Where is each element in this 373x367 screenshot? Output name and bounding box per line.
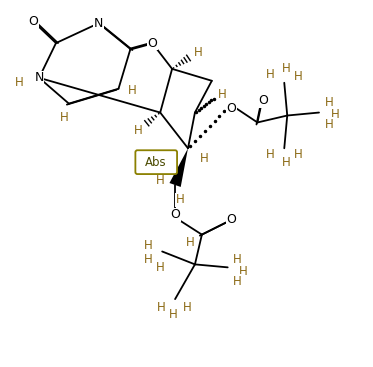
Text: H: H [156,174,164,186]
Text: H: H [194,47,202,59]
Text: N: N [34,71,44,84]
Text: H: H [233,275,242,288]
Text: H: H [218,88,227,101]
Text: H: H [239,265,248,278]
Text: O: O [227,102,236,115]
Text: H: H [60,111,68,124]
Text: H: H [330,108,339,121]
Text: O: O [147,37,157,50]
Text: H: H [294,70,303,83]
Text: H: H [144,239,153,252]
Text: H: H [176,193,184,206]
Text: O: O [170,208,180,221]
Text: H: H [325,96,333,109]
Text: H: H [157,301,166,313]
Text: H: H [128,84,137,97]
Text: H: H [15,76,23,89]
Text: H: H [282,156,291,169]
Text: H: H [200,152,208,165]
Text: H: H [144,253,153,266]
Text: H: H [266,148,275,161]
Text: H: H [325,118,333,131]
Text: Abs: Abs [144,156,166,169]
Text: H: H [169,309,178,321]
Text: N: N [94,17,103,30]
Polygon shape [169,148,188,187]
Text: H: H [266,68,275,81]
Text: O: O [258,94,268,107]
Text: O: O [28,15,38,28]
Text: H: H [156,261,164,274]
Text: H: H [183,301,191,313]
Text: H: H [233,253,242,266]
Text: H: H [186,236,194,249]
Text: H: H [282,62,291,75]
Text: O: O [227,213,236,226]
Text: H: H [294,148,303,161]
FancyBboxPatch shape [135,150,177,174]
Text: H: H [134,124,143,137]
